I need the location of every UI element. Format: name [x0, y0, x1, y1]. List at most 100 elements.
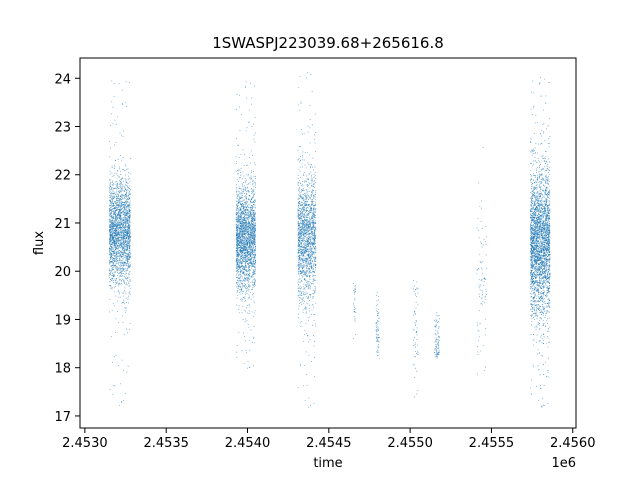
data-point: [249, 240, 251, 241]
data-point: [236, 261, 238, 263]
data-point: [253, 242, 255, 244]
data-point: [249, 162, 251, 164]
data-point: [236, 230, 238, 232]
data-point: [111, 243, 113, 245]
data-point: [247, 267, 249, 269]
data-point: [252, 171, 254, 173]
data-point: [251, 103, 252, 105]
data-point: [112, 184, 114, 186]
data-point: [235, 230, 237, 232]
data-point: [244, 321, 246, 323]
data-point: [254, 255, 256, 257]
data-point: [112, 257, 113, 258]
data-point: [127, 233, 129, 234]
data-point: [125, 246, 127, 248]
data-point: [252, 212, 254, 214]
data-point: [240, 246, 242, 247]
data-point: [303, 217, 305, 218]
data-point: [119, 180, 121, 181]
data-point: [247, 234, 249, 236]
data-point: [250, 211, 252, 213]
data-point: [118, 222, 120, 223]
data-point: [254, 239, 256, 241]
data-point: [118, 289, 120, 291]
data-point: [246, 127, 248, 129]
data-point: [127, 232, 129, 234]
data-point: [115, 257, 116, 259]
data-point: [125, 215, 127, 217]
data-point: [245, 221, 247, 223]
data-point: [116, 186, 118, 188]
data-point: [243, 285, 245, 287]
data-point: [129, 237, 131, 239]
data-point: [243, 253, 245, 255]
data-point: [243, 228, 245, 230]
data-point: [118, 190, 120, 192]
data-point: [119, 254, 121, 255]
data-point: [116, 229, 117, 231]
data-point: [125, 234, 127, 236]
data-point: [111, 246, 112, 247]
data-point: [114, 259, 116, 260]
data-point: [118, 187, 120, 189]
data-point: [120, 265, 122, 266]
data-point: [310, 271, 312, 273]
data-point: [251, 209, 253, 211]
data-point: [252, 263, 254, 265]
data-point: [305, 184, 307, 186]
data-point: [116, 235, 118, 237]
data-point: [114, 204, 116, 206]
data-point: [253, 238, 255, 239]
data-point: [128, 259, 129, 261]
data-point: [129, 249, 131, 251]
data-point: [127, 218, 129, 220]
data-point: [112, 220, 114, 222]
data-point: [241, 220, 243, 221]
data-point: [125, 214, 127, 216]
data-point: [239, 215, 240, 217]
data-point: [124, 277, 126, 278]
data-point: [245, 81, 247, 83]
data-point: [123, 250, 125, 252]
data-point: [122, 252, 123, 254]
data-point: [254, 85, 256, 87]
data-point: [246, 97, 248, 99]
data-point: [246, 191, 248, 192]
data-point: [125, 201, 127, 202]
data-point: [110, 223, 112, 225]
data-point: [253, 213, 255, 215]
data-point: [115, 239, 117, 241]
data-point: [255, 225, 257, 226]
data-point: [124, 252, 126, 253]
data-point: [115, 123, 117, 125]
data-point: [117, 231, 119, 233]
data-point: [240, 241, 242, 243]
data-point: [110, 285, 112, 287]
data-point: [252, 216, 254, 218]
data-point: [243, 297, 245, 299]
data-point: [122, 156, 124, 158]
data-point: [124, 204, 126, 206]
data-point: [124, 206, 126, 208]
data-point: [242, 230, 243, 232]
data-point: [250, 220, 252, 222]
data-point: [128, 253, 129, 255]
data-point: [237, 225, 238, 226]
data-point: [246, 217, 247, 219]
data-point: [244, 246, 246, 248]
data-point: [113, 217, 115, 219]
data-point: [116, 229, 118, 231]
data-point: [248, 270, 250, 272]
data-point: [240, 272, 241, 273]
data-point: [244, 294, 246, 296]
data-point: [254, 242, 255, 244]
data-point: [254, 257, 256, 259]
data-point: [110, 209, 112, 211]
data-point: [246, 273, 248, 274]
data-point: [127, 217, 129, 219]
data-point: [125, 197, 127, 198]
data-point: [237, 285, 239, 286]
data-point: [247, 217, 248, 218]
data-point: [237, 287, 239, 289]
data-point: [241, 280, 243, 282]
